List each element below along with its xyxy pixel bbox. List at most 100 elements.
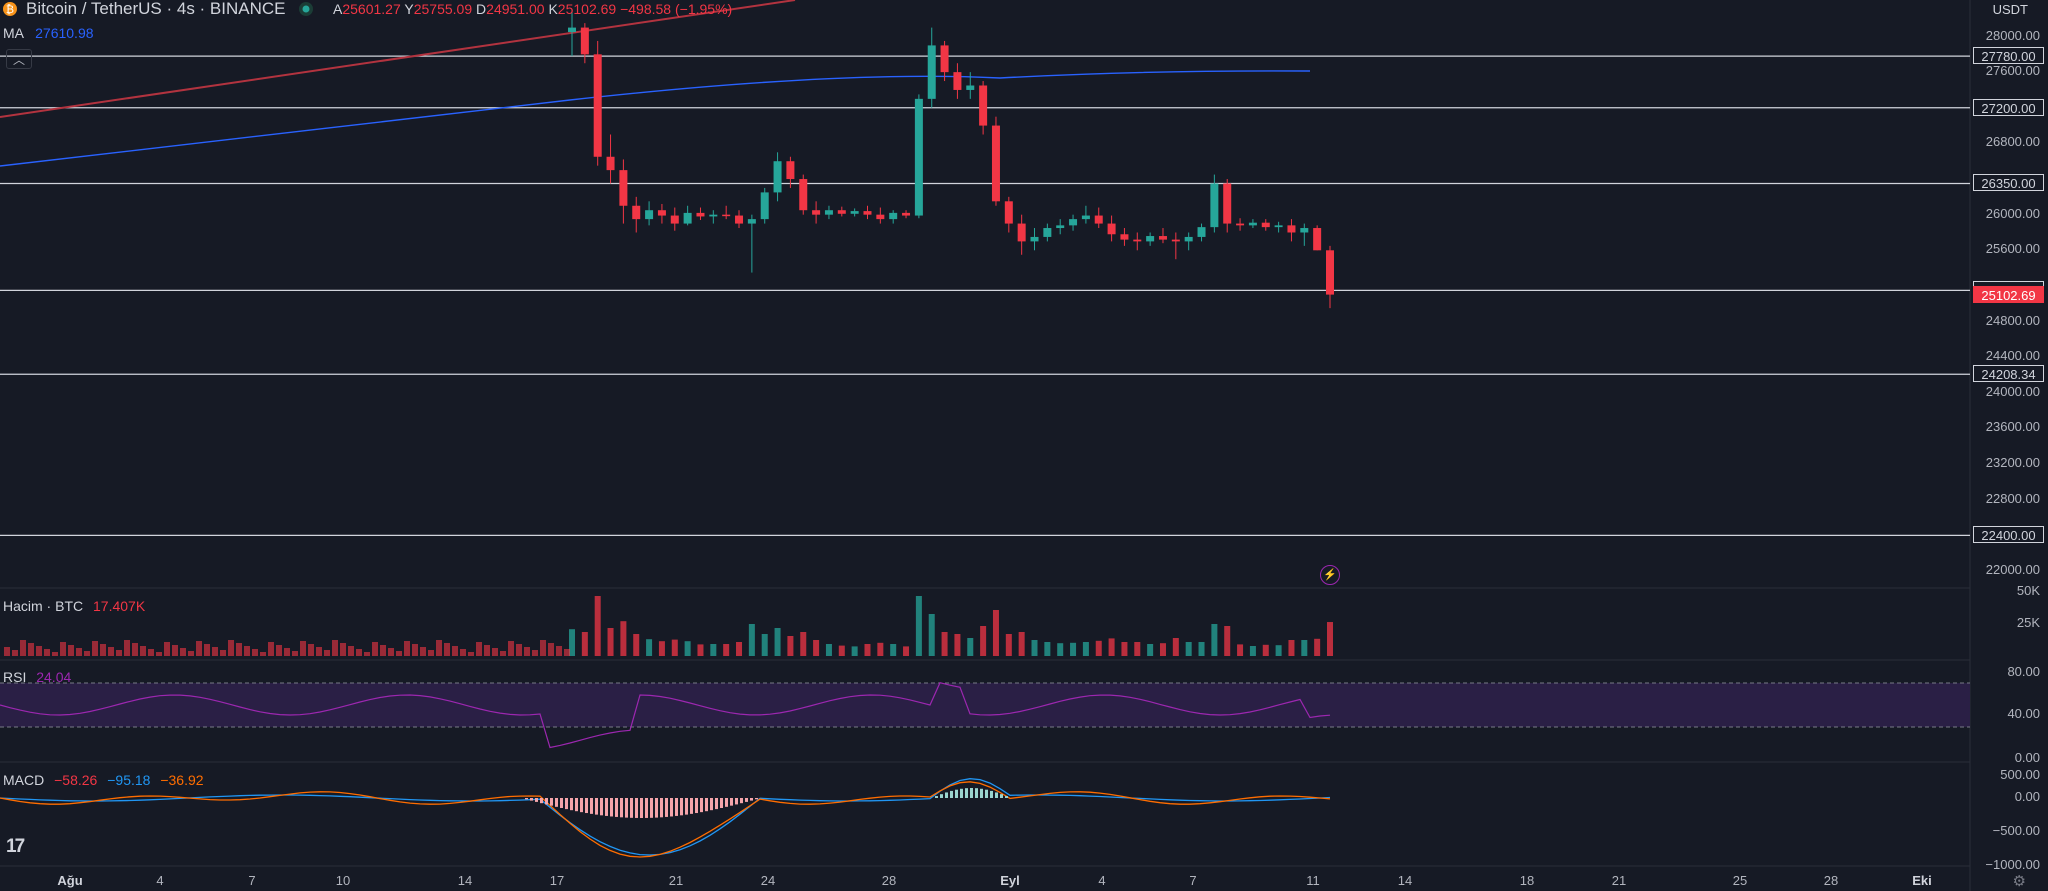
macd-histogram-bar: [635, 798, 638, 818]
macd-histogram-bar: [940, 794, 943, 798]
volume-bar: [1031, 640, 1038, 656]
volume-bar: [204, 644, 210, 656]
volume-bar: [340, 643, 346, 656]
macd-histogram-bar: [670, 798, 673, 817]
volume-bar: [928, 614, 935, 656]
volume-bar: [4, 647, 10, 656]
volume-bar: [220, 650, 226, 656]
symbol-title[interactable]: Bitcoin / TetherUS · 4s · BINANCE: [26, 0, 286, 18]
macd-histogram-bar: [750, 798, 753, 801]
open-value: 25601.27: [342, 1, 401, 17]
settings-icon[interactable]: ⚙: [2012, 873, 2026, 890]
macd-histogram-bar: [975, 788, 978, 798]
volume-bar: [1095, 640, 1102, 656]
time-axis-tick: 24: [760, 873, 776, 888]
time-axis-tick: 4: [1098, 873, 1106, 888]
price-axis-tick: 28000.00: [1985, 27, 2040, 43]
volume-legend[interactable]: Hacim · BTC 17.407K: [3, 597, 145, 615]
volume-bar: [736, 642, 743, 656]
rsi-line: [0, 681, 1331, 749]
volume-bar: [276, 645, 282, 656]
volume-bar: [76, 648, 82, 656]
rsi-legend[interactable]: RSI 24.04: [3, 668, 71, 686]
macd-histogram-bar: [1005, 796, 1008, 798]
time-axis-tick: Eki: [1912, 873, 1932, 888]
price-axis-tick: 25600.00: [1985, 241, 2040, 257]
time-axis-tick: 17: [549, 873, 565, 888]
price-level-tag: 22400.00: [1973, 526, 2044, 544]
tradingview-logo[interactable]: 17: [6, 836, 25, 857]
macd-histogram-bar: [970, 788, 973, 798]
macd-histogram-bar: [730, 798, 733, 806]
volume-bar: [180, 648, 186, 656]
currency-label[interactable]: USDT: [1992, 2, 2028, 17]
candle-body: [1274, 225, 1283, 228]
candle-body: [696, 212, 705, 217]
volume-axis-tick: 25K: [2016, 615, 2040, 630]
flash-icon[interactable]: ⚡: [1320, 565, 1340, 585]
candle-body: [1197, 227, 1206, 237]
volume-bar: [967, 638, 974, 656]
macd-histogram-bar: [595, 798, 598, 815]
macd-legend[interactable]: MACD −58.26 −95.18 −36.92: [3, 771, 204, 789]
price-level-tag: 24208.34: [1973, 365, 2044, 383]
volume-bar: [364, 652, 370, 656]
macd-histogram-bar: [560, 798, 563, 808]
candle-body: [1261, 222, 1270, 228]
ma-label: MA: [3, 25, 24, 41]
volume-bar: [548, 643, 554, 656]
volume-bar: [372, 642, 378, 656]
candle-body: [1236, 223, 1245, 226]
macd-histogram-bar: [615, 798, 618, 817]
volume-bar: [1018, 632, 1025, 656]
volume-bar: [292, 651, 298, 656]
volume-bar: [1301, 640, 1308, 656]
volume-bar: [877, 642, 884, 656]
price-axis-tick: 27600.00: [1985, 63, 2040, 79]
volume-bar: [1211, 624, 1218, 656]
time-axis-tick: 18: [1519, 873, 1535, 888]
macd-histogram-bar: [995, 792, 998, 798]
volume-bar: [452, 646, 458, 656]
candle-body: [966, 85, 975, 90]
volume-bar: [20, 640, 26, 656]
macd-histogram-bar: [585, 798, 588, 814]
candle-body: [1017, 223, 1026, 242]
last-price-tag: 25102.69: [1973, 285, 2044, 303]
candle-body: [1094, 215, 1103, 224]
time-axis-tick: 28: [881, 873, 897, 888]
volume-bar: [308, 644, 314, 656]
macd-histogram-bar: [695, 798, 698, 814]
volume-bar: [116, 650, 122, 656]
macd-histogram-bar: [725, 798, 728, 807]
macd-histogram-bar: [525, 798, 528, 800]
volume-bar: [412, 644, 418, 656]
macd-histogram-bar: [945, 792, 948, 798]
candle-body: [927, 45, 936, 99]
candle-body: [683, 212, 692, 224]
time-axis-tick: 7: [248, 873, 256, 888]
volume-bar: [915, 596, 922, 656]
price-axis-tick: 24000.00: [1985, 383, 2040, 399]
volume-bar: [348, 646, 354, 656]
volume-bar: [500, 651, 506, 656]
volume-bar: [332, 640, 338, 656]
rsi-band: [0, 683, 1970, 727]
volume-bar: [468, 652, 474, 656]
candle-body: [863, 211, 872, 215]
volume-bar: [492, 648, 498, 656]
volume-bar: [992, 610, 999, 656]
candle-body: [657, 210, 666, 216]
low-label: D: [476, 1, 487, 17]
volume-bar: [813, 640, 820, 656]
ma-value: 27610.98: [35, 25, 94, 41]
macd-histogram-bar: [680, 798, 683, 816]
ma-legend[interactable]: MA 27610.98: [3, 24, 94, 42]
volume-bar: [100, 644, 106, 656]
collapse-icon[interactable]: ︿: [6, 49, 32, 69]
candle-body: [722, 214, 731, 217]
volume-bar: [1159, 643, 1166, 656]
candle-body: [1056, 225, 1065, 229]
volume-bar: [1198, 642, 1205, 656]
